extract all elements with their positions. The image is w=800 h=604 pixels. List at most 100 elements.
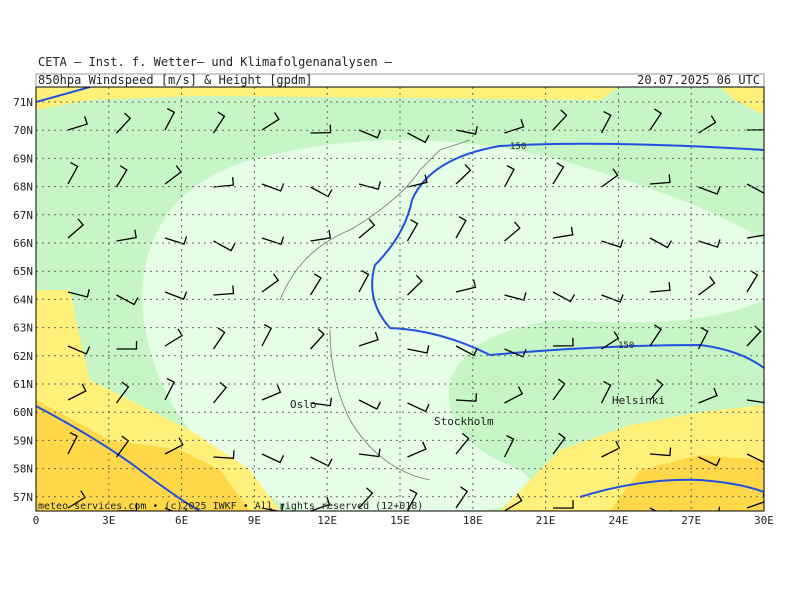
lat-label: 68N [13, 181, 33, 194]
lon-label: 0 [33, 514, 40, 527]
lat-label: 69N [13, 152, 33, 165]
wind-barb [698, 456, 721, 467]
wind-barb [310, 229, 332, 242]
wind-barb [212, 327, 226, 350]
map-area [36, 87, 764, 511]
wind-barb [504, 119, 525, 134]
wind-barb [504, 348, 527, 358]
map-date: 20.07.2025 06 UTC [637, 73, 760, 87]
wind-barb [213, 510, 215, 511]
wind-barb [116, 340, 138, 350]
wind-barb [115, 435, 130, 458]
wind-barb [261, 236, 285, 246]
lon-label: 9E [248, 514, 261, 527]
wind-barb [600, 110, 612, 134]
lat-label: 60N [13, 406, 33, 419]
map-title: 850hpa_Windspeed_[m/s]_&_Height_[gpdm] [38, 73, 313, 87]
wind-barb [261, 112, 280, 131]
wind-barb [310, 186, 333, 198]
header-line: CETA – Inst. f. Wetter– und Klimafolgena… [38, 55, 393, 69]
wind-barb [649, 324, 662, 347]
lon-label: 27E [681, 514, 701, 527]
wind-barb [746, 453, 764, 464]
wind-barb [649, 108, 662, 131]
wind-barb [552, 337, 574, 347]
wind-barb [649, 282, 671, 293]
lat-label: 57N [13, 491, 33, 504]
wind-barb [746, 493, 764, 509]
wind-barb [407, 174, 428, 188]
wind-barb [407, 345, 430, 354]
wind-barb [601, 440, 621, 458]
wind-barb [455, 345, 478, 357]
wind-barb [358, 448, 381, 458]
wind-barb [455, 432, 470, 455]
wind-barb [552, 109, 568, 131]
wind-barb [310, 124, 332, 134]
wind-barb [164, 107, 176, 131]
wind-barb [116, 294, 139, 306]
wind-barb [455, 163, 472, 185]
wind-barb [164, 236, 188, 245]
height-contour [36, 87, 764, 511]
wind-barb [261, 453, 285, 464]
lon-label: 6E [175, 514, 188, 527]
wind-barb [358, 129, 382, 139]
wind-barb [67, 116, 88, 131]
city-label: Stockholm [434, 415, 494, 428]
wind-barb [213, 240, 236, 252]
wind-barb [310, 496, 331, 511]
wind-barb [213, 177, 235, 188]
wind-barb [115, 165, 128, 188]
wind-barb [164, 377, 175, 401]
credit: meteo-services.com • (c)2025 IWKF • All … [38, 501, 423, 512]
wind-barb [358, 487, 374, 509]
wind-barb [67, 490, 86, 509]
wind-barb [552, 226, 574, 239]
field-pale [142, 140, 764, 511]
wind-barb [455, 126, 478, 135]
lon-label: 15E [390, 514, 410, 527]
lat-label: 67N [13, 209, 33, 222]
wind-barb [552, 500, 574, 509]
wind-barb [407, 402, 430, 413]
wind-barb [67, 345, 91, 355]
wind-barb [358, 270, 370, 293]
wind-barb [698, 186, 721, 195]
wind-barb [358, 181, 382, 191]
wind-barb [649, 447, 672, 457]
wind-barb [503, 434, 515, 458]
wind-barb [746, 183, 764, 194]
wind-barb [67, 289, 90, 298]
lat-label: 58N [13, 463, 33, 476]
lat-label: 62N [13, 350, 33, 363]
wind-barb [504, 221, 521, 242]
lat-label: 59N [13, 434, 33, 447]
wind-barb [116, 112, 132, 134]
wind-barb [746, 270, 759, 293]
wind-barb [358, 399, 382, 410]
lat-label: 70N [13, 124, 33, 137]
city-label: Helsinki [612, 394, 665, 407]
wind-barb [746, 234, 764, 239]
lon-label: 3E [102, 514, 115, 527]
contour-label: 150 [510, 142, 526, 152]
lon-label: 24E [608, 514, 628, 527]
wind-barb [358, 218, 376, 239]
wind-barb [697, 326, 709, 350]
wind-barb [261, 183, 285, 192]
wind-barb [67, 162, 79, 185]
wind-barb [698, 506, 721, 511]
lat-label: 66N [13, 237, 33, 250]
wind-barb [310, 397, 333, 407]
wind-barb [746, 129, 764, 131]
lat-label: 61N [13, 378, 33, 391]
lon-label: 30E [754, 514, 774, 527]
wind-barb [504, 292, 527, 301]
wind-barb [406, 488, 418, 511]
wind-barb [698, 115, 717, 134]
lon-label: 21E [536, 514, 556, 527]
wind-barb [407, 132, 430, 144]
wind-barb [600, 380, 612, 404]
